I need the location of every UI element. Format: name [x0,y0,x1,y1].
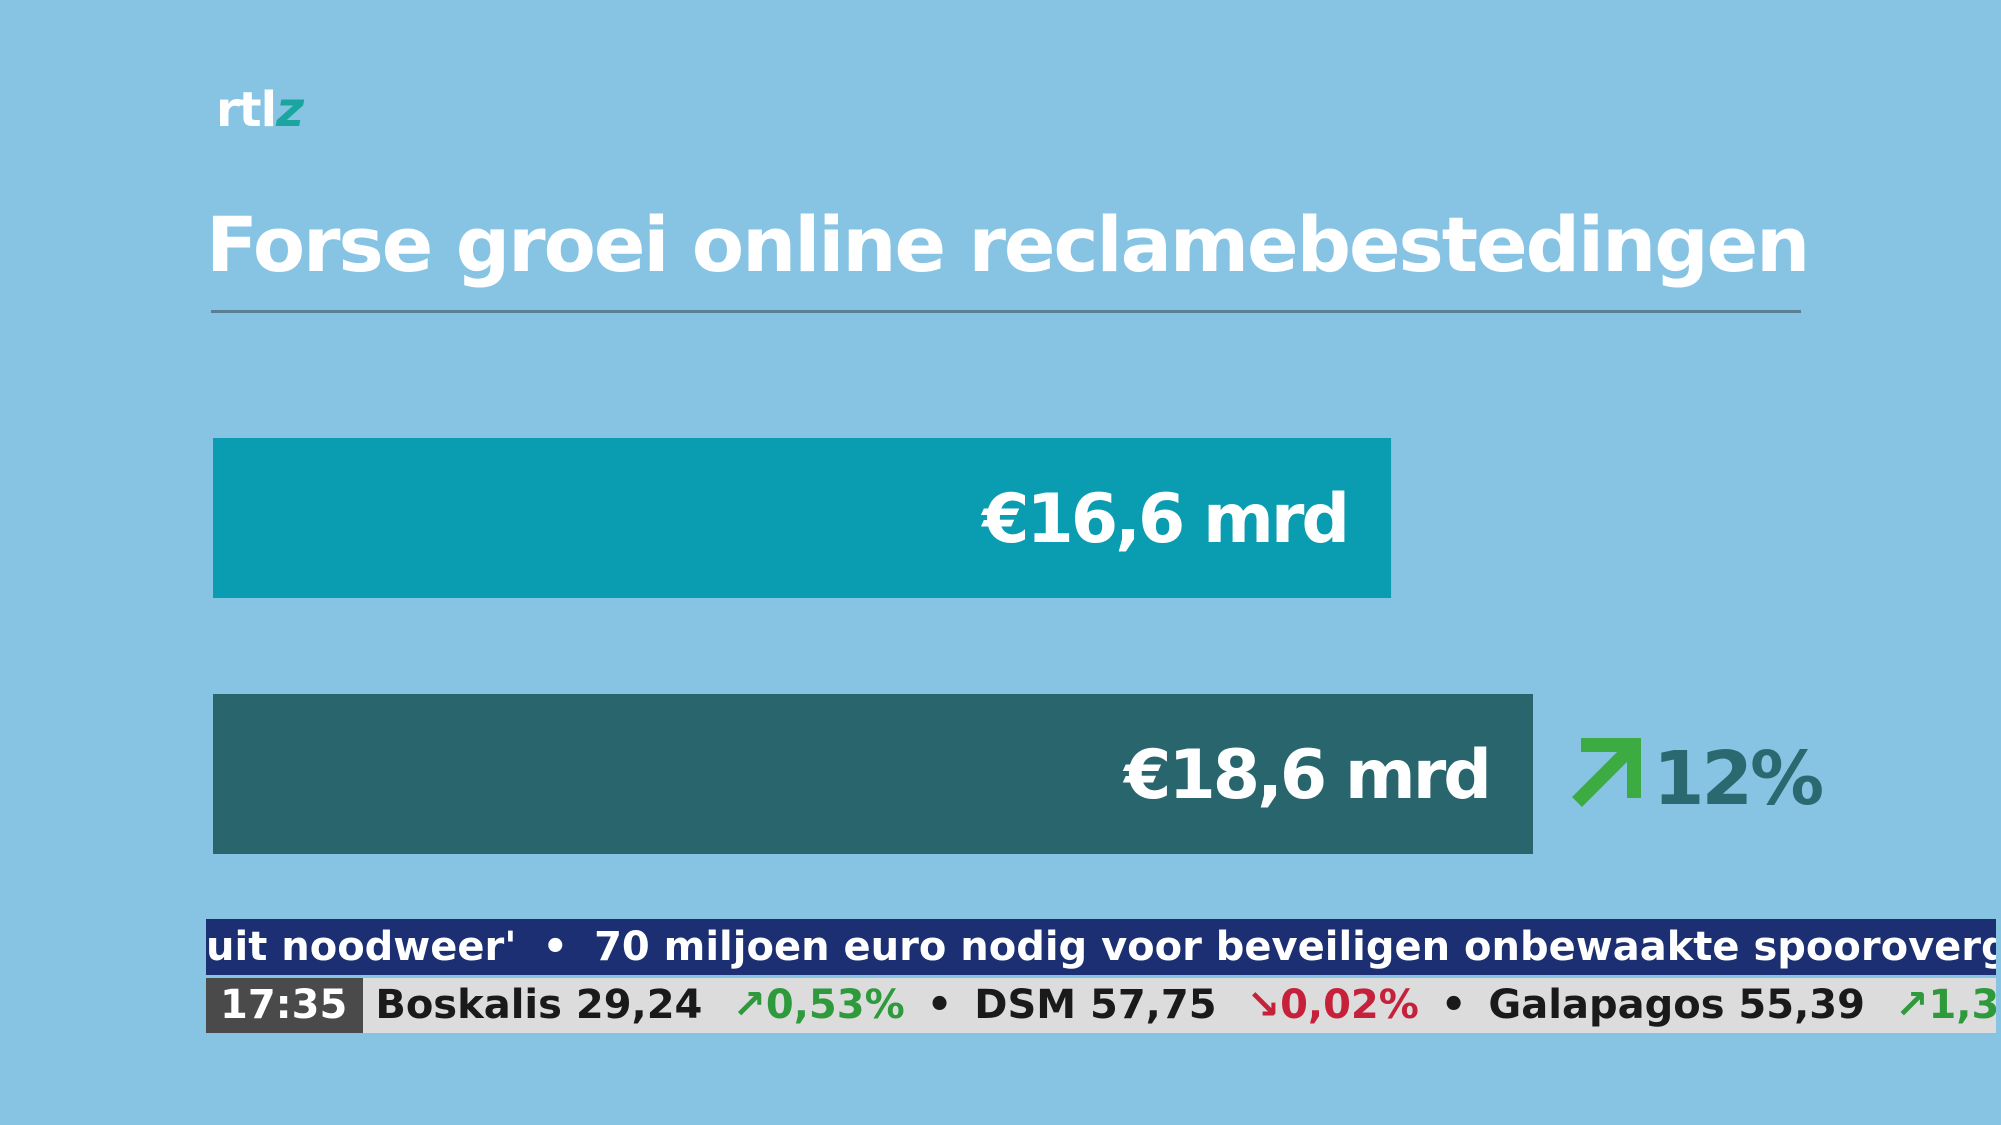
stock-quote: Boskalis 29,24 ↗0,53% [375,982,904,1028]
arrow-up-right-icon: ↗ [732,982,766,1028]
stock-ticker: 17:35 Boskalis 29,24 ↗0,53% • DSM 57,75 ↘0,0… [206,978,1996,1033]
stock-quote: DSM 57,75 ↘0,02% [974,982,1419,1028]
arrow-down-right-icon: ↘ [1246,982,1281,1028]
quote-separator: • [1440,982,1467,1028]
bar-2-label: €18,6 mrd [1122,736,1489,815]
title-divider [211,310,1801,313]
news-ticker: uit noodweer' • 70 miljoen euro nodig voor… [206,919,1996,975]
stock-quotes: Boskalis 29,24 ↗0,53% • DSM 57,75 ↘0,02% • Gal… [363,978,1996,1033]
bar-2 [213,694,1533,854]
bar-1 [213,438,1392,598]
headline-previous: uit noodweer' [206,924,517,970]
page-title: Forse groei online reclamebestedingen [206,200,1810,289]
logo-main: rtl [216,82,277,138]
stock-price: 55,39 [1738,982,1865,1028]
arrow-up-right-icon [1572,738,1641,807]
growth-percentage: 12% [1653,736,1822,822]
stock-name: DSM [974,982,1091,1028]
headline-current: 70 miljoen euro nodig voor beveiligen on… [594,924,1996,970]
logo-accent: z [276,82,304,138]
stock-name: Galapagos [1488,982,1739,1028]
stock-name: Boskalis [375,982,576,1028]
bar-1-label: €16,6 mrd [980,480,1347,559]
stock-quote: Galapagos 55,39 ↗1,34% [1488,982,1996,1028]
stock-change: 1,34% [1928,982,1996,1028]
arrow-up-right-icon: ↗ [1894,982,1929,1028]
stock-change: 0,02% [1280,982,1419,1028]
stock-price: 57,75 [1090,982,1217,1028]
clock: 17:35 [206,978,364,1033]
rtlz-logo: rtlz [216,82,304,138]
stock-change: 0,53% [765,982,905,1028]
stock-price: 29,24 [575,982,703,1028]
headline-separator: • [542,924,569,970]
quote-separator: • [926,982,953,1028]
